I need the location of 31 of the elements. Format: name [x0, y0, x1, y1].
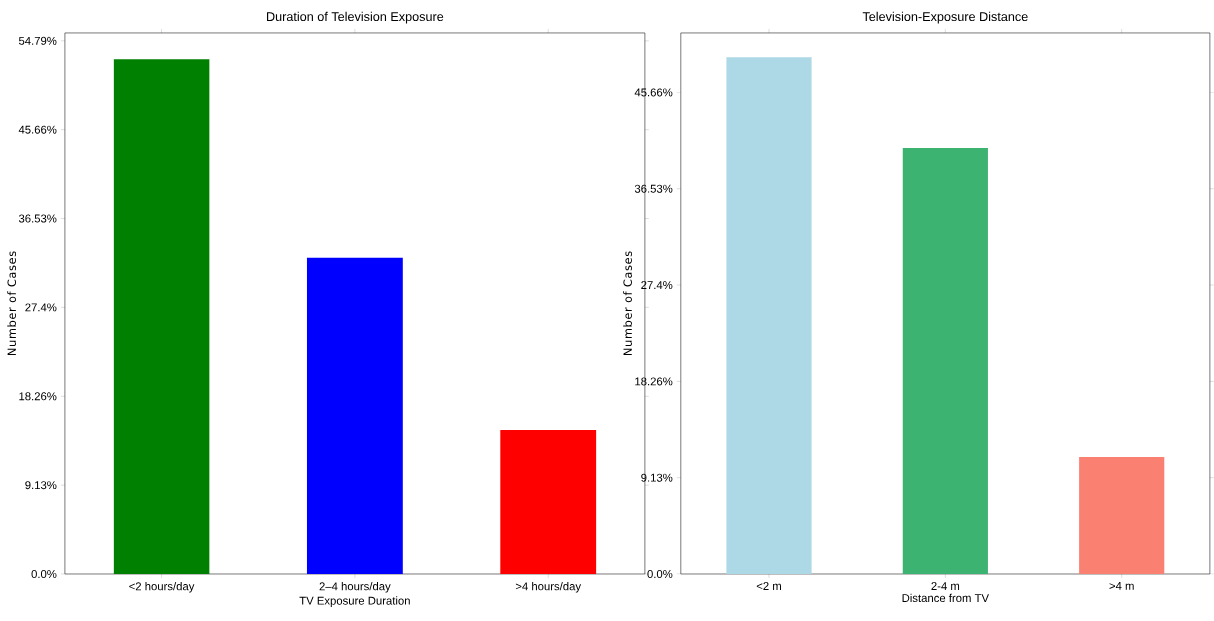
y-tick-label: 0.0%	[31, 570, 57, 579]
x-tick-label: >4 hours/day	[515, 582, 582, 593]
y-tick-label: 0.0%	[647, 570, 673, 579]
x-tick-label: <2 hours/day	[129, 582, 195, 593]
bar	[306, 257, 403, 575]
x-axis-title: Distance from TV	[902, 593, 989, 603]
y-axis-title: Number of Cases	[7, 251, 17, 356]
bar	[1079, 456, 1165, 575]
y-tick-label: 45.66%	[634, 88, 673, 97]
x-tick-label: 2–4 hours/day	[319, 582, 391, 593]
y-axis-title: Number of Cases	[623, 251, 632, 356]
y-tick-label: 27.4%	[641, 281, 673, 290]
bar	[726, 57, 812, 575]
y-tick-label: 36.53%	[18, 214, 57, 223]
y-tick-label: 27.4%	[25, 303, 57, 312]
x-tick-label: >4 m	[1109, 582, 1134, 590]
x-tick-label: 2-4 m	[931, 582, 960, 590]
x-axis-title: TV Exposure Duration	[299, 596, 410, 607]
chart-title: Television-Exposure Distance	[862, 11, 1028, 24]
y-tick-label: 54.79%	[18, 36, 57, 45]
x-tick-label: <2 m	[756, 582, 781, 590]
y-tick-label: 18.26%	[635, 377, 673, 386]
y-tick-label: 9.13%	[641, 473, 673, 482]
y-tick-label: 9.13%	[25, 481, 57, 490]
y-tick-label: 45.66%	[18, 125, 57, 134]
bar	[113, 59, 210, 575]
bar	[902, 147, 988, 575]
chart-title: Duration of Television Exposure	[267, 11, 444, 24]
bar	[500, 430, 597, 575]
y-tick-label: 36.53%	[634, 184, 673, 193]
y-tick-label: 18.26%	[19, 392, 57, 401]
